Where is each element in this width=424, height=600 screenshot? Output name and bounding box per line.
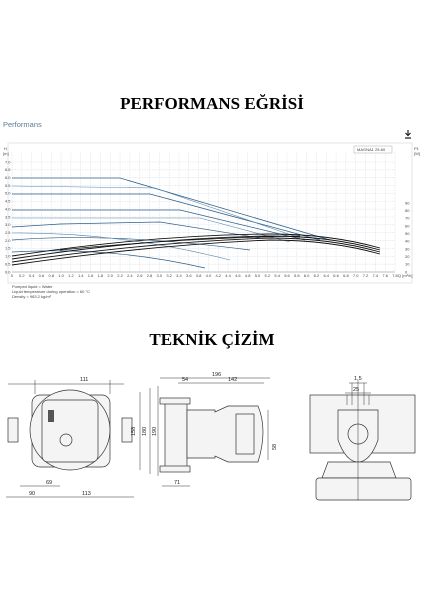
x-tick-label: 0.4 [29,273,35,278]
x-tick-label: 6.2 [314,273,320,278]
x-tick-label: 6.0 [304,273,310,278]
x-tick-label: 5.4 [274,273,280,278]
legend-box [353,145,393,154]
front-view [6,380,159,498]
y-tick-label: 4.0 [5,206,11,211]
x-tick-label: 5.0 [255,273,261,278]
x-tick-label: 3.8 [196,273,202,278]
x-tick-label: 0.2 [19,273,25,278]
y2-tick-label: 0 [405,269,408,274]
y-tick-label: 3.0 [5,222,11,227]
x-tick-label: 4.2 [215,273,221,278]
dimension: 111 [80,377,88,383]
y2-tick-label: 30 [405,246,410,251]
x-tick-label: 6.4 [323,273,329,278]
y-tick-label: 0.5 [5,261,11,266]
y2-axis-unit: [W] [414,151,420,156]
subtitle: Performans [3,120,42,129]
x-tick-label: 3.2 [166,273,172,278]
y-tick-label: 6.5 [5,167,11,172]
note: Density = 983.2 kg/m³ [12,294,52,299]
dimension: 113 [82,491,91,497]
dimension: 90 [29,491,35,497]
x-tick-label: 2.2 [117,273,123,278]
y2-axis-label: P1 [414,146,420,151]
x-tick-label: 3.0 [157,273,163,278]
y2-tick-label: 80 [405,208,410,213]
title: PERFORMANS EĞRİSİ [120,94,304,113]
y-tick-label: 1.0 [5,254,11,259]
y2-tick-label: 40 [405,239,410,244]
x-tick-label: 4.6 [235,273,241,278]
x-tick-label: 0 [11,273,14,278]
note: Pumped liquid = Water [12,284,53,289]
x-tick-label: 1.6 [88,273,94,278]
drawing-title: TEKNİK ÇİZİM [149,330,274,349]
y-tick-label: 6.0 [5,175,11,180]
dimension: 69 [46,480,52,486]
dimension: 71 [174,480,180,486]
curves [11,177,381,269]
dimension: 142 [228,377,237,383]
x-tick-label: 7.0 [353,273,359,278]
note: Liquid temperature during operation = 60… [12,289,90,294]
dimension: 54 [182,377,188,383]
x-tick-label: 5.2 [265,273,271,278]
y-axis-label: H [4,146,7,151]
y2-tick-label: 10 [405,262,410,267]
x-tick-label: 0.6 [39,273,45,278]
y-tick-label: 3.5 [5,214,11,219]
y-tick-label: 7.0 [5,159,11,164]
y2-tick-label: 50 [405,231,410,236]
y2-tick-label: 60 [405,223,410,228]
y2-tick-label: 20 [405,254,410,259]
x-tick-label: 4.0 [206,273,212,278]
x-tick-label: 3.6 [186,273,192,278]
dimension: 25 [353,387,359,393]
x-tick-label: 5.6 [284,273,290,278]
side-view [159,377,270,487]
x-tick-label: 2.0 [107,273,113,278]
y-tick-label: 5.0 [5,191,11,196]
x-tick-label: 1.8 [98,273,104,278]
x-tick-label: 4.4 [225,273,231,278]
y-tick-label: 5.5 [5,183,11,188]
x-tick-label: 2.6 [137,273,143,278]
x-tick-label: 1.0 [58,273,64,278]
x-tick-label: 4.8 [245,273,251,278]
x-tick-label: 5.8 [294,273,300,278]
x-tick-label: 2.4 [127,273,133,278]
x-tick-label: 1.4 [78,273,84,278]
legend: MAGNA1 25-60 [357,147,386,152]
x-tick-label: 7.8 [392,273,398,278]
dimension: 190 [152,427,158,436]
y-tick-label: 2.0 [5,238,11,243]
x-tick-label: 6.6 [333,273,339,278]
x-tick-label: 2.8 [147,273,153,278]
x-tick-label: 7.4 [373,273,379,278]
y-tick-label: 0.0 [5,269,11,274]
x-tick-label: 1.2 [68,273,74,278]
x-tick-label: 7.2 [363,273,369,278]
y2-tick-label: 70 [405,216,410,221]
x-tick-label: 6.8 [343,273,349,278]
x-tick-label: 0.8 [49,273,55,278]
dimension: 180 [142,427,148,436]
dimension: 196 [212,372,221,378]
y-tick-label: 1.5 [5,246,11,251]
dimension: 1.5 [354,376,362,382]
dimension: 58 [272,444,278,450]
chart-frame [7,142,413,284]
rear-view [309,380,416,501]
y-tick-label: 2.5 [5,230,11,235]
download-icon[interactable] [405,130,411,139]
x-tick-label: 3.4 [176,273,182,278]
y-tick-label: 4.5 [5,199,11,204]
y2-tick-label: 90 [405,200,410,205]
x-tick-label: 7.6 [382,273,388,278]
x-axis-label: Q [m³/h] [398,273,412,278]
dimension: 158 [131,427,137,436]
y-axis-unit: [m] [3,151,9,156]
